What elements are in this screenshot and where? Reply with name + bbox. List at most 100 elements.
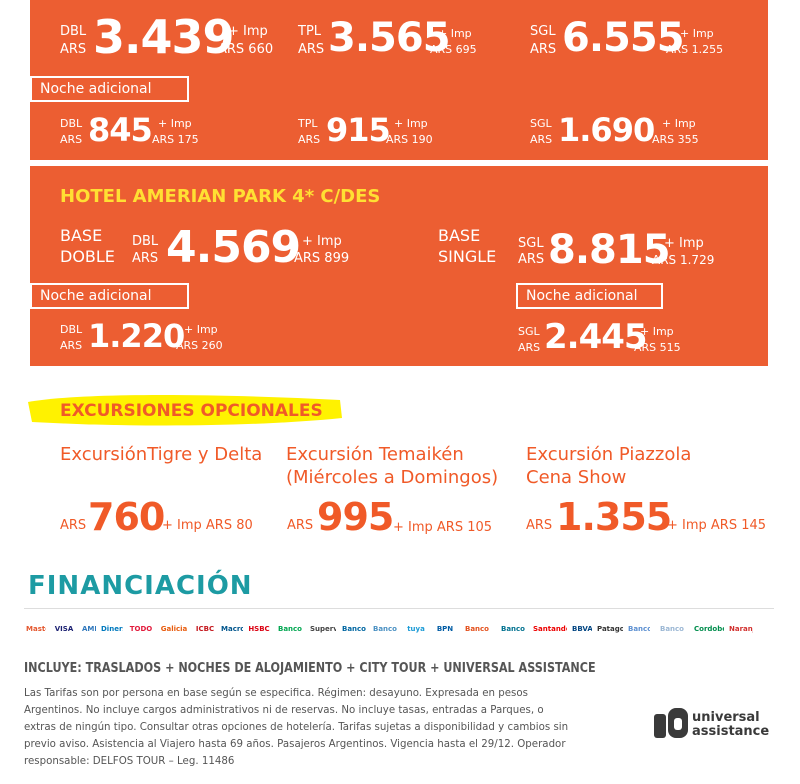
rate-type: DBL <box>60 117 83 130</box>
financing-heading: FINANCIACIÓN <box>28 571 253 601</box>
payment-logo: Patagonia <box>597 625 623 633</box>
fine-print-line: Argentinos. No incluye cargos administra… <box>24 703 544 716</box>
rate-type: SGL <box>530 24 556 39</box>
divider <box>24 608 774 609</box>
payment-logo: MasterCard <box>26 625 46 633</box>
rate-price: 4.569 <box>166 222 301 273</box>
hotel-panel <box>30 166 768 366</box>
excursion-currency: ARS <box>60 518 87 533</box>
rate-currency: ARS <box>530 42 557 57</box>
payment-logo: VISA <box>54 625 74 633</box>
base-label-line2: DOBLE <box>60 247 115 266</box>
payment-logo: Banco Comafi <box>500 625 525 633</box>
payment-logo: HSBC <box>248 625 270 633</box>
imp-label: + Imp <box>664 236 704 251</box>
imp-value: ARS 260 <box>176 339 223 352</box>
excursion-imp: + Imp ARS 145 <box>667 518 767 533</box>
imp-value: ARS 899 <box>294 251 350 266</box>
excursions-heading: EXCURSIONES OPCIONALES <box>60 401 323 421</box>
imp-label: + Imp <box>302 234 342 249</box>
rate-currency: ARS <box>60 133 83 146</box>
rate-price: 8.815 <box>548 227 671 273</box>
rate-type: TPL <box>298 24 322 39</box>
excursion-price: 760 <box>88 495 165 539</box>
extra-night-label: Noche adicional <box>30 76 189 102</box>
excursion-title: ExcursiónTigre y Delta <box>60 444 263 465</box>
excursion-title: Excursión Piazzola <box>526 444 692 465</box>
imp-label: + Imp <box>158 117 192 130</box>
imp-value: ARS 695 <box>430 43 477 56</box>
imp-value: ARS 190 <box>386 133 433 146</box>
ua-mark-icon <box>654 708 688 738</box>
excursion-imp: + Imp ARS 105 <box>393 520 493 535</box>
imp-label: + Imp <box>394 117 428 130</box>
payment-logo: BPN <box>436 625 454 633</box>
fine-print-line: previo aviso. Asistencia al Viajero hast… <box>24 737 566 750</box>
payment-logo: Naranja <box>729 625 753 633</box>
base-label-line2: SINGLE <box>438 247 497 266</box>
excursion-title: Excursión Temaikén <box>286 444 464 465</box>
rate-type: DBL <box>132 234 159 249</box>
payment-logo: Galicia <box>160 625 188 633</box>
includes-line: INCLUYE: TRASLADOS + NOCHES DE ALOJAMIEN… <box>24 661 596 676</box>
rate-type: DBL <box>60 323 83 336</box>
payment-logo: tuya <box>407 625 425 633</box>
fine-print-line: Las Tarifas son por persona en base segú… <box>24 686 528 699</box>
imp-value: ARS 515 <box>634 341 681 354</box>
imp-value: ARS 660 <box>218 42 274 57</box>
base-label-line1: BASE <box>438 226 481 245</box>
payment-logo: Banco Santa Fe <box>659 625 684 633</box>
rate-price: 6.555 <box>562 15 685 61</box>
excursion-currency: ARS <box>526 518 553 533</box>
base-label-line1: BASE <box>60 226 103 245</box>
rate-currency: ARS <box>518 252 545 267</box>
extra-night-label: Noche adicional <box>516 283 663 309</box>
rate-price: 3.565 <box>328 15 451 61</box>
payment-logo: ICBC <box>195 625 215 633</box>
imp-label: + Imp <box>184 323 218 336</box>
rate-currency: ARS <box>60 42 87 57</box>
excursion-imp: + Imp ARS 80 <box>162 518 253 533</box>
fine-print-line: responsable: DELFOS TOUR – Leg. 11486 <box>24 754 235 767</box>
rate-type: SGL <box>530 117 552 130</box>
payment-logo: Banco Provincia <box>277 625 302 633</box>
rate-currency: ARS <box>518 341 541 354</box>
rate-price: 845 <box>88 111 153 149</box>
payment-logo: Supervielle <box>310 625 336 633</box>
rate-currency: ARS <box>298 42 325 57</box>
rate-currency: ARS <box>132 251 159 266</box>
rate-price: 1.220 <box>88 317 185 355</box>
highlighter-stroke <box>28 395 342 426</box>
imp-value: ARS 175 <box>152 133 199 146</box>
payment-logo: BBVA <box>572 625 592 633</box>
excursion-subtitle: (Miércoles a Domingos) <box>286 467 499 488</box>
payment-logo: Macro <box>221 625 243 633</box>
fine-print-line: extras de ningún tipo. Consultar otras o… <box>24 720 569 733</box>
excursion-price: 1.355 <box>556 495 672 539</box>
rate-price: 2.445 <box>544 317 648 357</box>
excursion-currency: ARS <box>287 518 314 533</box>
payment-logo: Diners <box>101 625 123 633</box>
imp-value: ARS 1.255 <box>666 43 724 56</box>
hotel-title: HOTEL AMERIAN PARK 4* C/DES <box>60 186 381 207</box>
rate-type: SGL <box>518 236 544 251</box>
rate-currency: ARS <box>298 133 321 146</box>
payment-logo: Banco Nación <box>372 625 397 633</box>
rate-price: 3.439 <box>93 10 235 64</box>
excursion-price: 995 <box>317 495 394 539</box>
rate-price: 1.690 <box>558 111 655 149</box>
brand-line1: universal <box>692 710 760 725</box>
rate-currency: ARS <box>60 339 83 352</box>
rate-type: SGL <box>518 325 540 338</box>
payment-logo: TODO PAGO <box>129 625 153 633</box>
imp-label: + Imp <box>640 325 674 338</box>
rate-type: TPL <box>298 117 318 130</box>
payment-logo: Banco Credicoop <box>464 625 489 633</box>
imp-label: + Imp <box>228 24 268 39</box>
rate-price: 915 <box>326 111 391 149</box>
payment-logo: Santander Río <box>533 625 567 633</box>
fine-print: Las Tarifas son por persona en base segú… <box>24 684 634 769</box>
imp-label: + Imp <box>662 117 696 130</box>
payment-logo: AMEX <box>82 625 96 633</box>
brand-line2: assistance <box>692 724 770 739</box>
